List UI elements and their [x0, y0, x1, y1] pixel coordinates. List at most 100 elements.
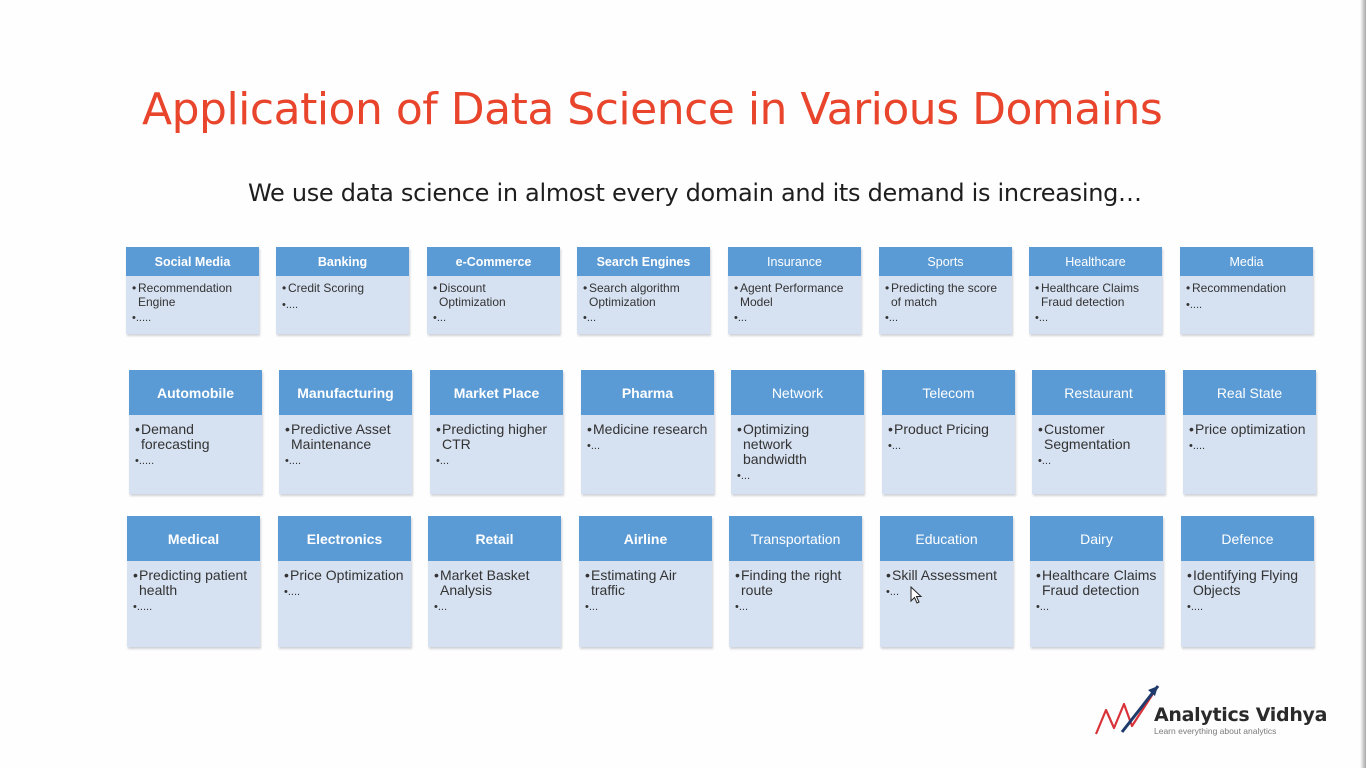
more-placeholder: •....: [1187, 601, 1204, 613]
domain-use-case: • Finding the right route: [735, 568, 856, 598]
domain-card-title: Social Media: [126, 247, 259, 276]
bullet-icon: •: [888, 421, 893, 437]
domain-card-title: Real State: [1183, 370, 1316, 415]
domain-use-case: • Recommendation: [1186, 281, 1307, 296]
bullet-icon: •: [1187, 567, 1192, 583]
domain-card-body: • Healthcare Claims Fraud detection •...: [1030, 561, 1163, 614]
domain-card-body: • Agent Performance Model •...: [728, 276, 861, 324]
use-case-text: Predictive Asset Maintenance: [291, 421, 391, 452]
domain-card-body: • Healthcare Claims Fraud detection •...: [1029, 276, 1162, 324]
use-case-text: Finding the right route: [741, 567, 842, 598]
more-placeholder: •....: [1189, 440, 1206, 452]
more-placeholder: •...: [1036, 601, 1050, 613]
domain-card-body: • Credit Scoring •....: [276, 276, 409, 310]
more-placeholder: •...: [436, 455, 450, 467]
domain-card-title: Market Place: [430, 370, 563, 415]
bullet-icon: •: [735, 567, 740, 583]
domain-card-network: Network • Optimizing network bandwidth •...: [731, 370, 864, 494]
domain-card-body: • Price optimization •....: [1183, 415, 1316, 453]
domain-card-retail: Retail • Market Basket Analysis •...: [428, 516, 561, 647]
more-placeholder: •.....: [135, 455, 155, 467]
bullet-icon: •: [133, 567, 138, 583]
more-placeholder: •...: [885, 312, 899, 324]
bullet-icon: •: [433, 281, 438, 295]
use-case-text: Customer Segmentation: [1044, 421, 1131, 452]
domain-use-case: • Predicting patient health: [133, 568, 254, 598]
domain-use-case: • Predicting the score of match: [885, 281, 1006, 309]
domain-card-restaurant: Restaurant • Customer Segmentation •...: [1032, 370, 1165, 494]
domain-card-body: • Recommendation •....: [1180, 276, 1313, 310]
domain-card-title: Telecom: [882, 370, 1015, 415]
window-edge: [1360, 0, 1366, 768]
domain-card-body: • Estimating Air traffic •...: [579, 561, 712, 614]
bullet-icon: •: [285, 421, 290, 437]
domain-card-body: • Market Basket Analysis •...: [428, 561, 561, 614]
domain-card-market-place: Market Place • Predicting higher CTR •...: [430, 370, 563, 494]
domain-card-title: Transportation: [729, 516, 862, 561]
domain-use-case: • Healthcare Claims Fraud detection: [1036, 568, 1157, 598]
domain-card-medical: Medical • Predicting patient health •.....: [127, 516, 260, 647]
domain-use-case: • Market Basket Analysis: [434, 568, 555, 598]
use-case-text: Discount Optimization: [439, 281, 506, 309]
use-case-text: Identifying Flying Objects: [1193, 567, 1299, 598]
use-case-text: Demand forecasting: [141, 421, 210, 452]
use-case-text: Predicting patient health: [139, 567, 248, 598]
domain-card-title: Automobile: [129, 370, 262, 415]
bullet-icon: •: [434, 567, 439, 583]
bullet-icon: •: [1036, 567, 1041, 583]
domain-card-body: • Medicine research •...: [581, 415, 714, 453]
domain-card-title: Banking: [276, 247, 409, 276]
bullet-icon: •: [885, 281, 890, 295]
use-case-text: Skill Assessment: [892, 567, 998, 583]
domain-use-case: • Predicting higher CTR: [436, 422, 557, 452]
use-case-text: Price Optimization: [290, 567, 404, 583]
more-placeholder: •...: [434, 601, 448, 613]
use-case-text: Product Pricing: [894, 421, 989, 437]
domain-card-body: • Predicting patient health •.....: [127, 561, 260, 614]
domain-use-case: • Price Optimization: [284, 568, 405, 583]
bullet-icon: •: [583, 281, 588, 295]
domain-card-body: • Optimizing network bandwidth •...: [731, 415, 864, 483]
more-placeholder: •...: [735, 601, 749, 613]
logo-arrow-icon: [1094, 685, 1160, 735]
more-placeholder: •....: [285, 455, 302, 467]
domain-card-education: Education • Skill Assessment •...: [880, 516, 1013, 647]
domain-card-body: • Predicting the score of match •...: [879, 276, 1012, 324]
use-case-text: Predicting the score of match: [891, 281, 998, 309]
bullet-icon: •: [1038, 421, 1043, 437]
domain-card-banking: Banking • Credit Scoring •....: [276, 247, 409, 334]
analytics-vidhya-logo: Analytics Vidhya Learn everything about …: [1092, 682, 1332, 742]
domain-card-title: Defence: [1181, 516, 1314, 561]
bullet-icon: •: [737, 421, 742, 437]
domain-use-case: • Predictive Asset Maintenance: [285, 422, 406, 452]
domain-card-title: Search Engines: [577, 247, 710, 276]
domain-card-defence: Defence • Identifying Flying Objects •....: [1181, 516, 1314, 647]
use-case-text: Agent Performance Model: [740, 281, 844, 309]
use-case-text: Optimizing network bandwidth: [743, 421, 810, 467]
bullet-icon: •: [585, 567, 590, 583]
domain-card-title: Medical: [127, 516, 260, 561]
domain-card-real-state: Real State • Price optimization •....: [1183, 370, 1316, 494]
domain-card-automobile: Automobile • Demand forecasting •.....: [129, 370, 262, 494]
domain-card-body: • Discount Optimization •...: [427, 276, 560, 324]
use-case-text: Recommendation: [1192, 281, 1287, 295]
more-placeholder: •....: [284, 586, 301, 598]
domain-card-sports: Sports • Predicting the score of match •...: [879, 247, 1012, 334]
more-placeholder: •...: [1035, 312, 1049, 324]
domain-card-title: Sports: [879, 247, 1012, 276]
more-placeholder: •...: [433, 312, 447, 324]
domain-card-title: Media: [1180, 247, 1313, 276]
domain-card-transportation: Transportation • Finding the right route •.…: [729, 516, 862, 647]
domain-use-case: • Price optimization: [1189, 422, 1310, 437]
logo-tagline: Learn everything about analytics: [1154, 726, 1277, 736]
domain-card-body: • Identifying Flying Objects •....: [1181, 561, 1314, 614]
more-placeholder: •.....: [132, 312, 152, 324]
more-placeholder: •...: [886, 586, 900, 598]
domain-card-body: • Price Optimization •....: [278, 561, 411, 599]
domain-card-title: Network: [731, 370, 864, 415]
domain-use-case: • Customer Segmentation: [1038, 422, 1159, 452]
more-placeholder: •...: [583, 312, 597, 324]
bullet-icon: •: [1035, 281, 1040, 295]
